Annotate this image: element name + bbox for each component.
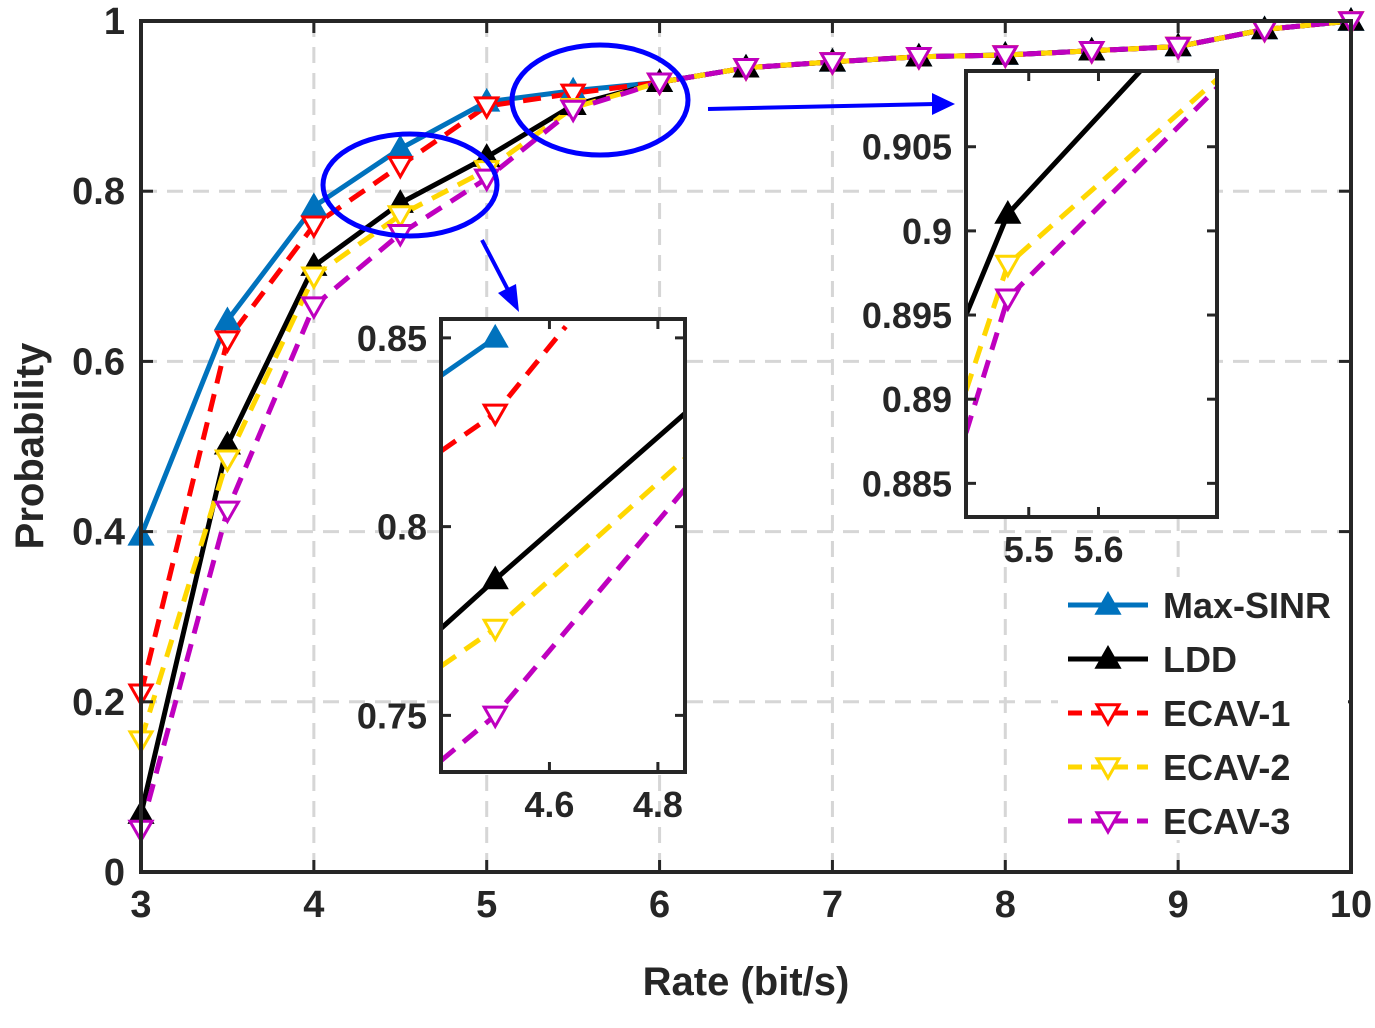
legend-marker-ecav-3 [1094,811,1122,836]
x-tick-label: 5 [476,884,497,926]
x-tick-label: 3 [130,884,151,926]
inset-frame [439,317,687,774]
inset-data-point-ecav-3 [994,288,1022,313]
legend-label-ecav-3: ECAV-3 [1163,801,1290,842]
x-tick-label: 10 [1330,884,1372,926]
zoom-arrow-right [707,102,936,111]
inset-y-tick-label: 0.75 [357,695,427,736]
data-point-ecav-3 [645,72,674,97]
inset-zoom-right: 5.5 5.6 0.885 0.89 0.895 0.9 0.905 [862,69,1219,570]
data-point-ecav-3 [300,296,328,321]
legend-label-ecav-2: ECAV-2 [1163,747,1290,788]
y-tick-label: 0.8 [72,171,125,213]
data-point-ecav-3 [991,45,1019,70]
inset-x-tick-label: 5.5 [1004,529,1054,570]
zoom-arrow-left [480,239,510,291]
inset-y-tick-label: 0.885 [862,463,952,504]
main-axis-ticks: 3 4 5 6 7 8 9 10 0 0.2 0.4 0.6 0.8 1 [72,1,1372,926]
inset-data-point-ldd [481,565,509,590]
main-series-markers [127,6,1365,844]
inset-x-tick-label: 4.8 [633,784,683,825]
data-point-max-sinr [300,192,328,217]
data-point-ecav-3 [213,500,242,525]
legend-marker-max-sinr [1094,590,1122,615]
main-axes-frame [139,19,1353,874]
x-tick-label: 8 [995,884,1016,926]
zoom-arrow-right-head [932,93,955,115]
inset-x-tick-label: 5.6 [1073,529,1123,570]
data-point-ecav-3 [905,46,933,71]
inset-data-point-ecav-3 [481,705,509,730]
legend-marker-ldd [1094,644,1122,669]
data-point-ecav-2 [213,449,242,474]
inset-data-point-max-sinr [481,323,509,348]
legend: Max-SINR LDD ECAV-1 ECAV-2 ECAV-3 [1058,577,1348,842]
legend-marker-ecav-2 [1094,757,1122,782]
x-tick-label: 7 [822,884,843,926]
inset-data-point-ldd [994,200,1022,224]
inset-data-point-ecav-2 [994,254,1022,279]
inset-series-line-ecav-3 [966,86,1217,434]
data-point-ecav-1 [386,155,414,180]
y-tick-label: 0.2 [72,682,125,724]
inset-x-tick-label: 4.6 [524,784,574,825]
inset-y-tick-label: 0.8 [377,507,427,548]
inset-y-tick-label: 0.9 [902,211,952,252]
highlight-ellipse-left [320,131,500,239]
data-point-ecav-3 [818,52,847,76]
data-point-ecav-1 [559,83,587,108]
zoom-highlights [320,42,955,312]
inset-data-point-ecav-1 [481,403,509,428]
x-axis-label: Rate (bit/s) [643,960,850,1004]
highlight-ellipse-right [509,42,691,158]
data-point-ecav-1 [473,96,501,121]
x-tick-label: 9 [1168,884,1189,926]
data-point-ecav-2 [300,266,328,291]
data-point-max-sinr [213,306,242,331]
inset-background [441,319,685,772]
data-point-ecav-3 [559,99,587,124]
legend-label-ldd: LDD [1163,639,1237,680]
inset-y-tick-label: 0.905 [862,127,952,168]
inset-y-tick-label: 0.85 [357,318,427,359]
y-tick-label: 0.6 [72,341,125,383]
series-line-ecav-2 [138,18,1352,741]
x-tick-label: 4 [303,884,324,926]
data-point-ecav-2 [386,205,414,230]
y-tick-label: 0.4 [72,512,125,554]
inset-y-tick-label: 0.895 [862,295,952,336]
inset-plot-area [441,323,685,763]
y-axis-label: Probability [8,342,52,549]
data-point-ecav-3 [473,168,501,193]
legend-label-max-sinr: Max-SINR [1163,585,1331,626]
x-tick-label: 6 [649,884,670,926]
data-point-ecav-3 [1078,41,1106,65]
inset-frame [964,69,1219,519]
legend-marker-ecav-1 [1094,703,1122,728]
y-tick-label: 1 [104,1,125,43]
zoom-arrow-left-head [498,284,519,312]
data-point-ecav-3 [1164,36,1192,61]
data-point-ecav-1 [213,330,242,355]
inset-plot-area [966,71,1217,434]
data-point-ecav-3 [732,58,760,82]
y-tick-label: 0 [104,852,125,894]
inset-data-point-ecav-2 [481,618,509,643]
legend-label-ecav-1: ECAV-1 [1163,693,1290,734]
inset-y-tick-label: 0.89 [882,379,952,420]
inset-zoom-left: 4.6 4.8 0.75 0.8 0.85 [357,317,687,825]
data-point-ecav-1 [300,215,328,240]
